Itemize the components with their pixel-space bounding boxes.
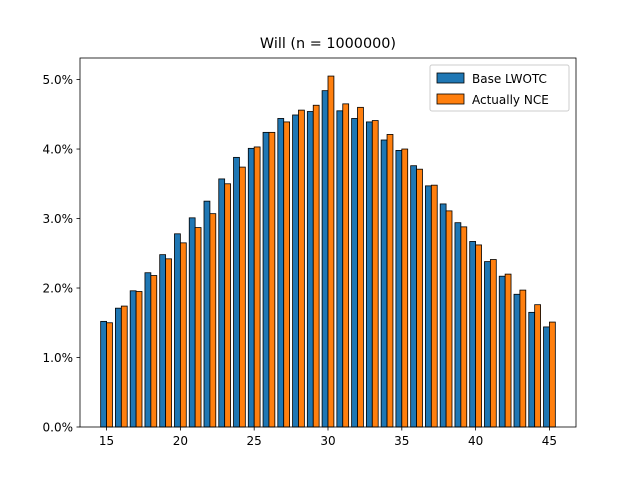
bar-actually-nce-41: [489, 259, 497, 428]
bar-base-lwotc-32: [351, 118, 358, 428]
bar-actually-nce-23: [224, 183, 231, 428]
bar-base-lwotc-26: [262, 131, 270, 428]
bar-base-lwotc-23: [218, 178, 226, 428]
x-tick-label-20: 20: [173, 434, 188, 448]
bar-actually-nce-42: [504, 273, 512, 428]
bar-base-lwotc-36: [410, 165, 417, 428]
x-tick-label-40: 40: [468, 434, 483, 448]
bar-actually-nce-27: [283, 121, 291, 428]
legend: Base LWOTC Actually NCE: [429, 64, 570, 112]
bar-actually-nce-36: [416, 168, 423, 428]
bar-actually-nce-44: [534, 304, 541, 428]
bar-actually-nce-28: [298, 109, 305, 428]
legend-label-1: Actually NCE: [472, 93, 549, 107]
bar-base-lwotc-34: [380, 139, 388, 428]
bar-actually-nce-21: [194, 227, 202, 428]
bar-base-lwotc-24: [233, 156, 240, 428]
bar-actually-nce-25: [253, 146, 261, 428]
y-tick-label-0: 0.0%: [43, 420, 74, 434]
bar-base-lwotc-27: [277, 118, 285, 428]
bar-actually-nce-19: [165, 258, 172, 428]
bar-actually-nce-34: [386, 134, 394, 428]
y-tick-label-5: 5.0%: [43, 73, 74, 87]
legend-label-0: Base LWOTC: [472, 72, 547, 86]
bar-actually-nce-33: [371, 120, 379, 428]
bar-base-lwotc-20: [174, 233, 181, 428]
legend-box: [429, 64, 570, 112]
bar-actually-nce-29: [312, 104, 320, 428]
bar-actually-nce-31: [342, 103, 350, 428]
bar-actually-nce-22: [209, 213, 217, 428]
y-tick-label-1: 1.0%: [43, 351, 74, 365]
bar-base-lwotc-44: [528, 311, 536, 428]
legend-swatch-1: [436, 93, 465, 105]
x-tick-label-25: 25: [247, 434, 262, 448]
bar-base-lwotc-19: [159, 254, 167, 428]
y-tick-label-3: 3.0%: [43, 212, 74, 226]
bar-base-lwotc-38: [439, 203, 447, 428]
axes-group: 15 20 25 30 35 40 45 0.0% 1.0% 2.0% 3.0% 4.0% 5.0%: [43, 57, 577, 448]
bar-actually-nce-15: [106, 322, 113, 428]
y-tick-label-2: 2.0%: [43, 281, 74, 295]
bar-base-lwotc-15: [100, 320, 107, 428]
bar-base-lwotc-29: [306, 111, 314, 428]
bar-base-lwotc-37: [425, 185, 432, 428]
x-tick-label-15: 15: [99, 434, 114, 448]
y-tick-label-4: 4.0%: [43, 142, 74, 156]
x-tick-label-30: 30: [320, 434, 335, 448]
bar-actually-nce-43: [519, 289, 527, 428]
bar-base-lwotc-33: [365, 121, 373, 428]
legend-swatch-0: [436, 72, 465, 84]
bar-actually-nce-35: [401, 148, 409, 428]
bar-base-lwotc-28: [292, 114, 299, 428]
bar-actually-nce-17: [135, 291, 143, 428]
x-tick-label-45: 45: [542, 434, 557, 448]
bar-actually-nce-39: [460, 226, 468, 428]
bar-base-lwotc-22: [203, 200, 211, 428]
bar-base-lwotc-31: [336, 110, 344, 428]
bar-base-lwotc-43: [513, 293, 521, 428]
chart-title: Will (n = 1000000): [260, 36, 396, 52]
bar-base-lwotc-39: [454, 222, 462, 428]
x-tick-label-35: 35: [394, 434, 409, 448]
bar-actually-nce-26: [268, 131, 276, 428]
bar-base-lwotc-17: [129, 290, 137, 428]
bar-actually-nce-18: [150, 275, 158, 428]
bar-base-lwotc-16: [115, 307, 122, 428]
bar-actually-nce-16: [120, 305, 128, 428]
bar-actually-nce-30: [327, 75, 335, 428]
bar-base-lwotc-45: [543, 326, 550, 428]
bar-actually-nce-38: [445, 210, 453, 428]
bar-actually-nce-37: [430, 184, 438, 428]
bar-base-lwotc-40: [469, 241, 477, 428]
bar-base-lwotc-42: [498, 275, 506, 428]
bar-base-lwotc-21: [188, 217, 196, 428]
bar-base-lwotc-35: [395, 150, 403, 428]
bar-actually-nce-32: [357, 106, 364, 428]
bar-base-lwotc-30: [321, 90, 329, 428]
bar-actually-nce-40: [475, 244, 482, 428]
bars-group: [100, 75, 556, 428]
bar-base-lwotc-25: [247, 147, 255, 428]
bar-actually-nce-20: [179, 242, 187, 428]
bar-base-lwotc-41: [484, 261, 491, 428]
bar-base-lwotc-18: [144, 272, 152, 428]
bar-actually-nce-45: [549, 321, 556, 428]
bar-actually-nce-24: [239, 166, 246, 428]
